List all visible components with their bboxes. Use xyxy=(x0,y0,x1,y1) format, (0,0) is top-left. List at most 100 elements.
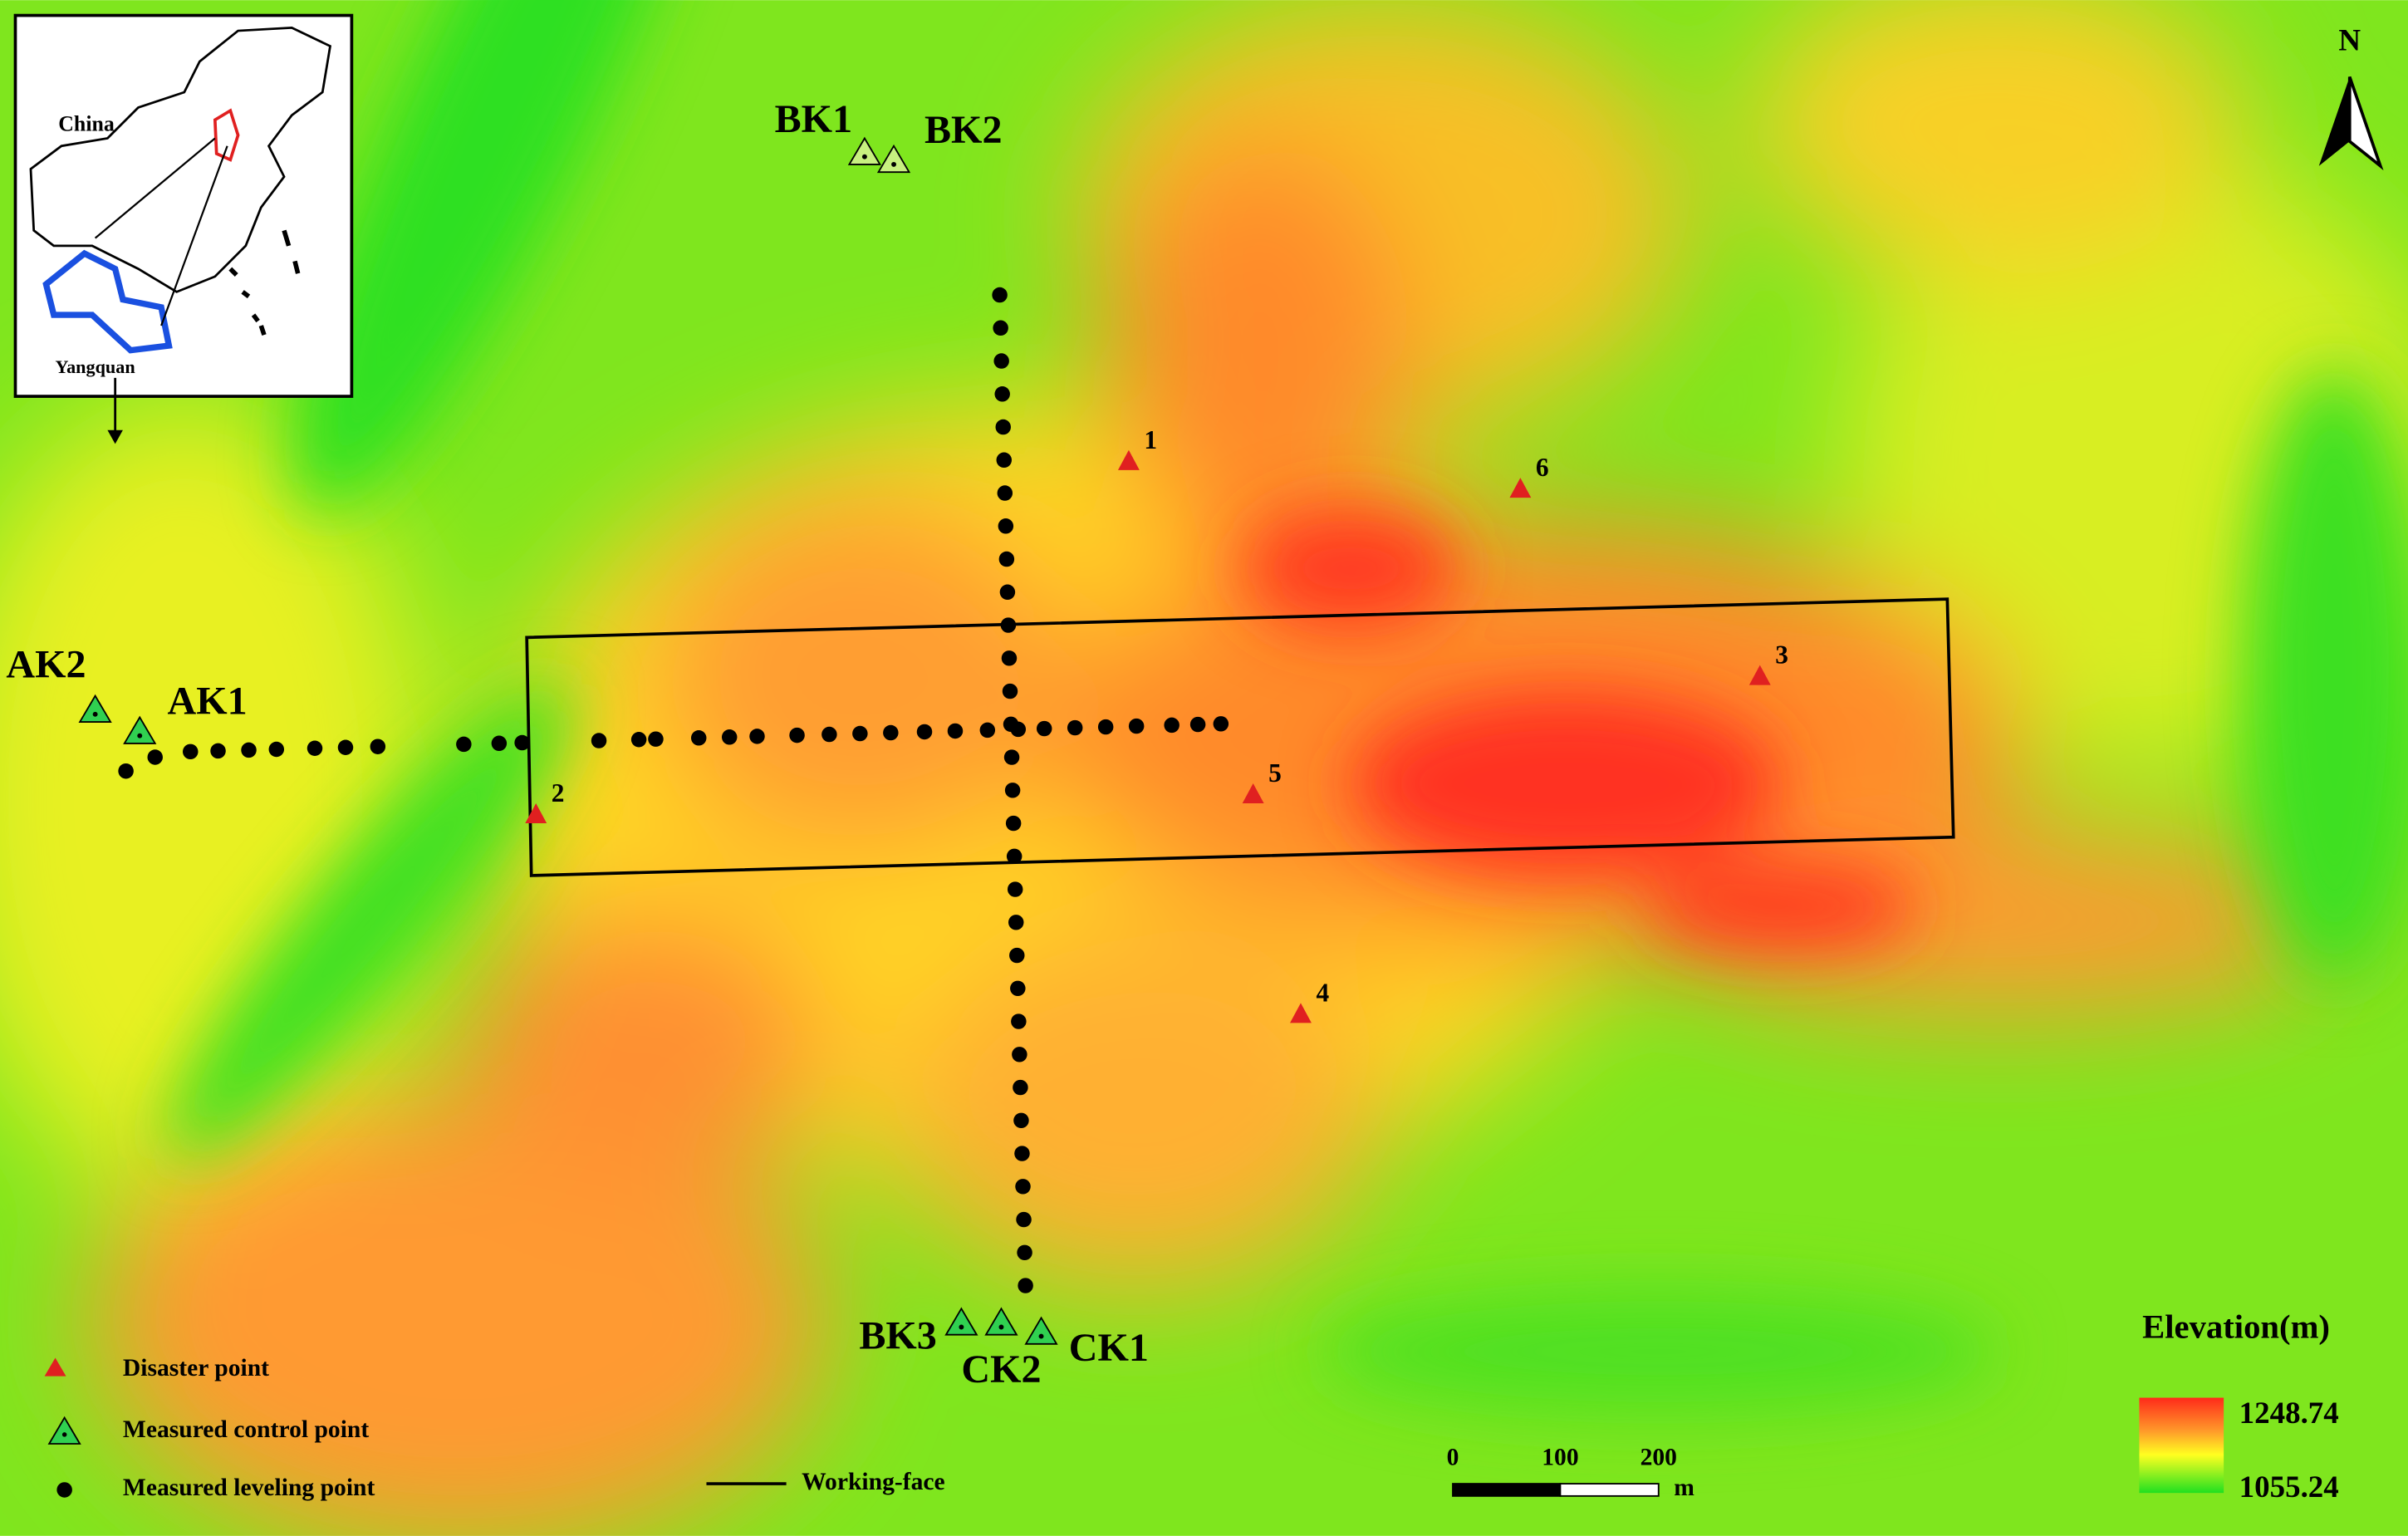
leveling-point xyxy=(1000,617,1017,633)
leveling-point xyxy=(1016,1211,1032,1228)
leveling-point xyxy=(995,419,1011,435)
leveling-point xyxy=(630,731,647,748)
leveling-point xyxy=(1015,1179,1031,1195)
leveling-point xyxy=(241,742,257,758)
leveling-point xyxy=(1002,683,1018,699)
leveling-point xyxy=(1014,1146,1030,1161)
leveling-point xyxy=(591,733,607,748)
leveling-point xyxy=(1006,848,1023,865)
leveling-point xyxy=(1012,1047,1027,1062)
control-point-label: AK1 xyxy=(168,680,248,724)
control-point-label: CK1 xyxy=(1069,1326,1149,1370)
leveling-point xyxy=(1067,719,1083,736)
north-arrow: N xyxy=(2318,22,2384,171)
leveling-point xyxy=(1003,716,1019,733)
leveling-point xyxy=(307,740,323,757)
leveling-point xyxy=(1018,1278,1033,1293)
leveling-point xyxy=(1128,718,1145,734)
leveling-point xyxy=(994,386,1010,402)
control-point-dot xyxy=(998,1324,1004,1330)
control-point xyxy=(78,694,112,723)
control-point-label: CK2 xyxy=(961,1347,1041,1391)
legend: Disaster point Measured control point Me… xyxy=(44,1355,945,1501)
leveling-point xyxy=(993,353,1009,369)
leveling-point xyxy=(852,725,868,742)
legend-leveling: Measured leveling point xyxy=(123,1475,375,1501)
elevation-min: 1055.24 xyxy=(2239,1470,2339,1504)
disaster-point-label: 4 xyxy=(1316,978,1329,1007)
leveling-point xyxy=(1007,881,1023,897)
legend-disaster: Disaster point xyxy=(123,1355,269,1381)
legend-control: Measured control point xyxy=(123,1416,369,1443)
leveling-point xyxy=(118,763,134,779)
scale-unit: m xyxy=(1674,1475,1694,1501)
control-point-label: BK3 xyxy=(859,1313,936,1357)
disaster-point-label: 5 xyxy=(1268,758,1282,788)
control-point xyxy=(944,1307,978,1336)
leveling-point xyxy=(916,724,933,740)
leveling-point xyxy=(979,722,996,739)
control-point xyxy=(123,715,157,744)
elevation-max: 1248.74 xyxy=(2239,1396,2339,1430)
leveling-point xyxy=(370,739,386,754)
leveling-point xyxy=(210,743,226,759)
leveling-point xyxy=(1013,1079,1028,1096)
leveling-point xyxy=(337,739,354,756)
leveling-point xyxy=(883,724,899,741)
leveling-point xyxy=(992,287,1008,303)
leveling-point xyxy=(1189,716,1206,733)
working-face xyxy=(525,597,1955,877)
control-point xyxy=(1024,1316,1058,1345)
control-point xyxy=(847,136,882,165)
leveling-point xyxy=(1011,1013,1027,1029)
scale-tick-label: 0 xyxy=(1447,1444,1459,1470)
scale-tick-label: 100 xyxy=(1542,1444,1578,1470)
markers: BK1 BK2 AK2 AK1 BK3 CK2 CK1 1 2 3 4 5 6 xyxy=(6,97,1788,1391)
leveling-point xyxy=(183,743,199,760)
control-point-dot xyxy=(861,154,867,159)
scale-bar: 0 100 200 m xyxy=(1447,1444,1695,1501)
elevation-title: Elevation(m) xyxy=(2142,1308,2330,1346)
leveling-point xyxy=(721,729,738,745)
disaster-point-label: 3 xyxy=(1775,640,1788,670)
elevation-legend: Elevation(m) 1248.74 1055.24 xyxy=(2139,1308,2339,1504)
leveling-point xyxy=(1213,716,1229,732)
disaster-point xyxy=(1748,665,1771,685)
control-point-dot xyxy=(959,1324,964,1330)
leveling-point xyxy=(456,736,472,753)
leveling-point xyxy=(690,730,707,746)
leveling-point xyxy=(997,485,1013,501)
leveling-point xyxy=(268,741,285,758)
leveling-point xyxy=(1004,783,1021,798)
leveling-point xyxy=(1036,720,1052,737)
north-label: N xyxy=(2338,22,2361,56)
leveling-point xyxy=(947,723,964,739)
control-point-dot xyxy=(1038,1333,1044,1339)
disaster-point-label: 2 xyxy=(552,778,565,807)
legend-working-face: Working-face xyxy=(802,1469,945,1495)
leveling-point xyxy=(749,729,765,744)
leveling-point xyxy=(998,551,1015,567)
leveling-point xyxy=(514,734,530,751)
leveling-points xyxy=(118,287,1229,1293)
leveling-point xyxy=(1008,915,1024,930)
disaster-point xyxy=(1117,449,1140,470)
disaster-point xyxy=(525,803,547,824)
disaster-point xyxy=(1242,783,1264,804)
disaster-point-label: 1 xyxy=(1144,425,1157,454)
inset-map: China Yangquan xyxy=(13,13,354,444)
leveling-point xyxy=(1005,815,1022,832)
control-point xyxy=(876,144,911,174)
control-point-label: BK1 xyxy=(775,97,852,141)
leveling-point xyxy=(999,584,1016,601)
disaster-point xyxy=(1509,478,1532,498)
disaster-point xyxy=(1290,1003,1312,1023)
control-point-dot xyxy=(92,711,98,717)
control-point-label: AK2 xyxy=(6,642,86,686)
leveling-point xyxy=(1009,947,1025,964)
leveling-point xyxy=(789,727,805,743)
control-point-label: BK2 xyxy=(924,108,1002,152)
